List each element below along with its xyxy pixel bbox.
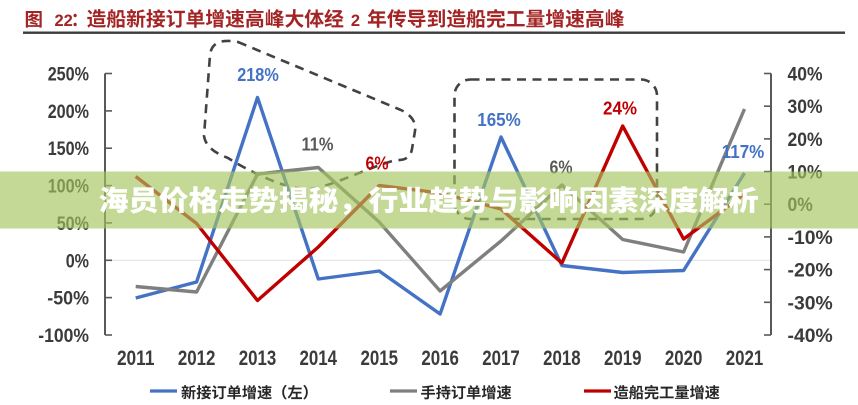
svg-text:24%: 24% [603, 97, 637, 118]
svg-text:2017: 2017 [482, 347, 520, 370]
svg-text:150%: 150% [48, 139, 89, 160]
svg-text:2011: 2011 [117, 347, 155, 370]
svg-text:200%: 200% [48, 102, 89, 123]
svg-text:117%: 117% [722, 141, 765, 162]
svg-text:-10%: -10% [788, 228, 833, 249]
svg-text:30%: 30% [788, 97, 823, 118]
svg-text:2016: 2016 [421, 347, 459, 370]
svg-text:0%: 0% [66, 251, 89, 272]
svg-text:20%: 20% [788, 130, 823, 151]
svg-text:2020: 2020 [665, 347, 703, 370]
svg-text:-30%: -30% [788, 293, 833, 314]
svg-text:2015: 2015 [360, 347, 398, 370]
svg-text:2019: 2019 [604, 347, 642, 370]
svg-text:-40%: -40% [788, 326, 833, 347]
svg-text:2014: 2014 [300, 347, 338, 370]
svg-text:218%: 218% [237, 64, 279, 85]
svg-text:-100%: -100% [38, 326, 89, 347]
svg-text:-50%: -50% [47, 289, 89, 310]
svg-text:-20%: -20% [788, 261, 833, 282]
svg-text:2013: 2013 [239, 347, 277, 370]
svg-text:22: 22 [55, 12, 73, 30]
svg-text:40%: 40% [788, 65, 823, 86]
svg-text:2021: 2021 [726, 347, 764, 370]
svg-text:2012: 2012 [178, 347, 216, 370]
svg-text:250%: 250% [48, 65, 89, 86]
svg-text:11%: 11% [302, 133, 334, 154]
svg-text:2018: 2018 [543, 347, 581, 370]
svg-text:2: 2 [351, 12, 360, 30]
svg-text:165%: 165% [477, 109, 521, 130]
svg-text:6%: 6% [366, 152, 389, 173]
